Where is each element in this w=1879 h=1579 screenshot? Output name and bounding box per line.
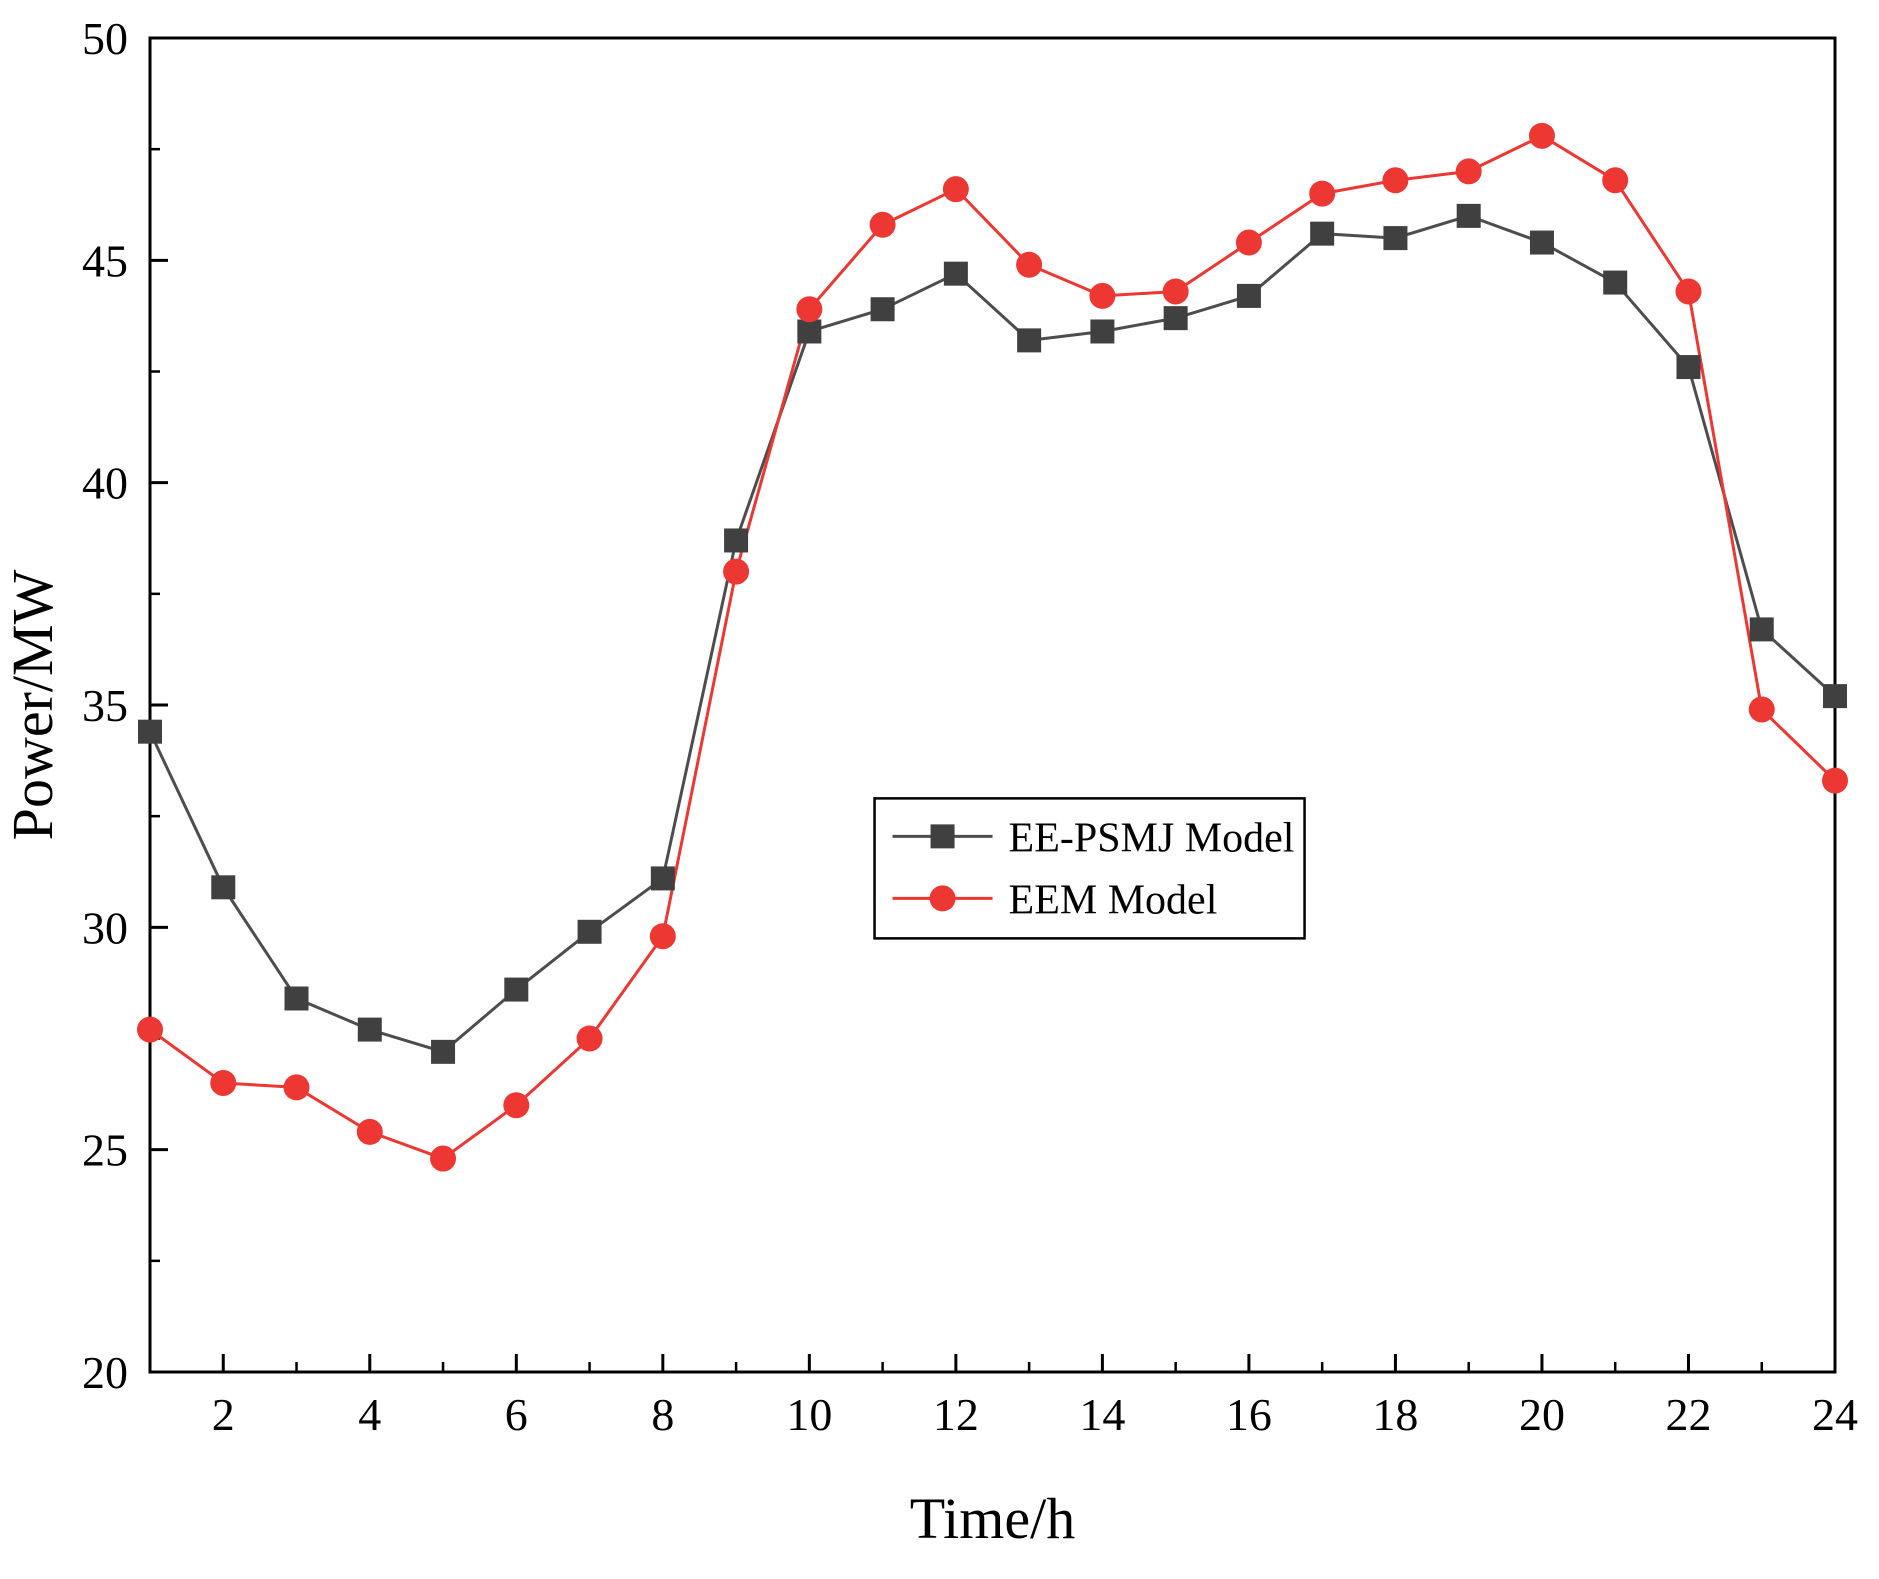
- y-tick-label: 45: [82, 235, 128, 286]
- circle-marker: [1528, 122, 1555, 149]
- circle-marker: [137, 1016, 163, 1043]
- circle-marker: [430, 1145, 457, 1172]
- x-tick-label: 14: [1079, 1389, 1125, 1440]
- square-marker: [1529, 230, 1554, 255]
- circle-marker: [929, 885, 956, 912]
- square-marker: [1676, 355, 1701, 380]
- circle-marker: [356, 1118, 383, 1145]
- square-marker: [1163, 306, 1188, 331]
- square-marker: [211, 875, 236, 900]
- square-marker: [357, 1017, 382, 1042]
- y-tick-label: 30: [82, 902, 128, 953]
- circle-marker: [796, 296, 823, 323]
- x-tick-label: 22: [1665, 1389, 1711, 1440]
- square-marker: [504, 977, 529, 1002]
- x-tick-label: 24: [1812, 1389, 1858, 1440]
- y-tick-label: 50: [82, 13, 128, 64]
- square-marker: [1383, 226, 1408, 251]
- circle-marker: [649, 923, 676, 950]
- circle-marker: [1309, 180, 1336, 207]
- x-axis-title: Time/h: [910, 1486, 1075, 1551]
- circle-marker: [869, 211, 896, 238]
- square-marker: [724, 528, 749, 553]
- circle-marker: [723, 558, 750, 585]
- square-marker: [1749, 617, 1774, 642]
- square-marker: [284, 986, 309, 1011]
- square-marker: [431, 1039, 456, 1064]
- square-marker: [870, 297, 895, 322]
- square-marker: [1603, 270, 1628, 295]
- y-tick-label: 20: [82, 1347, 128, 1398]
- legend-label: EE-PSMJ Model: [1009, 815, 1295, 861]
- circle-marker: [1675, 278, 1702, 305]
- x-tick-label: 2: [212, 1389, 235, 1440]
- circle-marker: [1382, 167, 1409, 194]
- circle-marker: [1089, 282, 1116, 309]
- circle-marker: [576, 1025, 603, 1052]
- x-tick-label: 8: [651, 1389, 674, 1440]
- square-marker: [1236, 283, 1261, 308]
- y-tick-label: 35: [82, 680, 128, 731]
- series-line-square: [148, 214, 1837, 1054]
- square-marker: [650, 866, 675, 891]
- x-tick-label: 6: [505, 1389, 528, 1440]
- square-marker: [797, 319, 822, 344]
- circle-marker: [1455, 158, 1482, 185]
- y-axis-title: Power/MW: [0, 569, 65, 840]
- circle-marker: [942, 176, 969, 203]
- circle-marker: [503, 1092, 530, 1119]
- square-marker: [930, 824, 955, 849]
- circle-marker: [1016, 251, 1043, 278]
- square-marker: [943, 261, 968, 286]
- circle-marker: [1748, 696, 1775, 723]
- circle-marker: [1235, 229, 1262, 256]
- circle-marker: [1162, 278, 1189, 305]
- square-marker: [138, 719, 162, 744]
- circle-marker: [1822, 767, 1848, 794]
- square-marker: [577, 919, 602, 944]
- legend-box: [873, 797, 1306, 940]
- square-marker: [1456, 203, 1481, 228]
- y-tick-label: 40: [82, 458, 128, 509]
- square-marker: [1310, 221, 1335, 246]
- x-tick-label: 18: [1372, 1389, 1418, 1440]
- square-marker: [1823, 684, 1847, 709]
- circle-marker: [283, 1074, 310, 1101]
- legend-label: EEM Model: [1009, 877, 1218, 923]
- x-tick-label: 4: [358, 1389, 381, 1440]
- square-marker: [1017, 328, 1042, 353]
- x-tick-label: 12: [933, 1389, 979, 1440]
- square-marker: [1090, 319, 1115, 344]
- circle-marker: [1602, 167, 1629, 194]
- x-tick-label: 16: [1226, 1389, 1272, 1440]
- circle-marker: [210, 1069, 237, 1096]
- x-tick-label: 10: [786, 1389, 832, 1440]
- x-tick-label: 20: [1519, 1389, 1565, 1440]
- y-tick-label: 25: [82, 1125, 128, 1176]
